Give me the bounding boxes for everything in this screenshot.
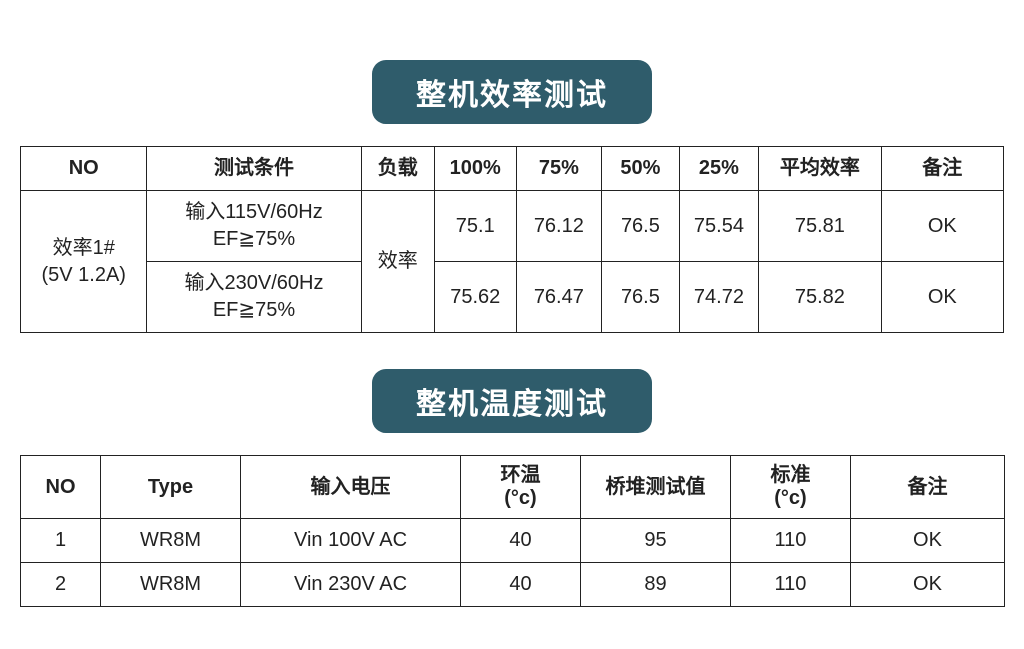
std-l1: 标准: [771, 464, 811, 486]
page: 整机效率测试 NO 测试条件 负载 100% 75% 50% 25% 平均效率 …: [0, 0, 1024, 607]
cell-condition: 输入230V/60Hz EF≧75%: [147, 262, 361, 333]
table-row: 效率1# (5V 1.2A) 输入115V/60Hz EF≧75% 效率 75.…: [21, 191, 1004, 262]
cell-75: 76.12: [516, 191, 602, 262]
cond-line2: EF≧75%: [213, 299, 295, 321]
std-l2: (°c): [735, 487, 846, 510]
cell-std: 110: [731, 519, 851, 563]
col-75: 75%: [516, 147, 602, 191]
no-line1: 效率1#: [53, 237, 115, 259]
cell-note: OK: [881, 191, 1003, 262]
cell-note: OK: [851, 563, 1005, 607]
cell-no-group: 效率1# (5V 1.2A): [21, 191, 147, 333]
cond-line2: EF≧75%: [213, 228, 295, 250]
table-header-row: NO Type 输入电压 环温 (°c) 桥堆测试值 标准 (°c) 备注: [21, 456, 1005, 519]
cell-note: OK: [851, 519, 1005, 563]
temperature-table: NO Type 输入电压 环温 (°c) 桥堆测试值 标准 (°c) 备注 1 …: [20, 455, 1005, 607]
cell-bridge: 95: [581, 519, 731, 563]
ambient-l1: 环温: [501, 464, 541, 486]
col-condition: 测试条件: [147, 147, 361, 191]
temperature-title-pill: 整机温度测试: [372, 369, 652, 433]
cell-ambient: 40: [461, 563, 581, 607]
cell-100: 75.1: [434, 191, 516, 262]
cell-std: 110: [731, 563, 851, 607]
cell-no: 2: [21, 563, 101, 607]
efficiency-title-pill: 整机效率测试: [372, 60, 652, 124]
col-25: 25%: [679, 147, 759, 191]
cell-75: 76.47: [516, 262, 602, 333]
cell-100: 75.62: [434, 262, 516, 333]
cell-50: 76.5: [602, 191, 679, 262]
col-100: 100%: [434, 147, 516, 191]
cell-25: 75.54: [679, 191, 759, 262]
col-50: 50%: [602, 147, 679, 191]
ambient-l2: (°c): [465, 487, 576, 510]
col-ambient: 环温 (°c): [461, 456, 581, 519]
no-line2: (5V 1.2A): [41, 264, 125, 286]
cell-avg: 75.82: [759, 262, 881, 333]
col-vin: 输入电压: [241, 456, 461, 519]
col-no: NO: [21, 456, 101, 519]
cond-line1: 输入230V/60Hz: [185, 272, 324, 294]
cell-bridge: 89: [581, 563, 731, 607]
col-bridge: 桥堆测试值: [581, 456, 731, 519]
efficiency-table: NO 测试条件 负载 100% 75% 50% 25% 平均效率 备注 效率1#…: [20, 146, 1004, 333]
cond-line1: 输入115V/60Hz: [185, 201, 322, 223]
cell-ambient: 40: [461, 519, 581, 563]
table-row: 输入230V/60Hz EF≧75% 75.62 76.47 76.5 74.7…: [21, 262, 1004, 333]
col-note: 备注: [851, 456, 1005, 519]
cell-vin: Vin 230V AC: [241, 563, 461, 607]
col-note: 备注: [881, 147, 1003, 191]
cell-note: OK: [881, 262, 1003, 333]
cell-type: WR8M: [101, 519, 241, 563]
cell-type: WR8M: [101, 563, 241, 607]
col-type: Type: [101, 456, 241, 519]
cell-50: 76.5: [602, 262, 679, 333]
table-row: 2 WR8M Vin 230V AC 40 89 110 OK: [21, 563, 1005, 607]
cell-condition: 输入115V/60Hz EF≧75%: [147, 191, 361, 262]
cell-load-label: 效率: [361, 191, 434, 333]
col-avg: 平均效率: [759, 147, 881, 191]
table-header-row: NO 测试条件 负载 100% 75% 50% 25% 平均效率 备注: [21, 147, 1004, 191]
cell-avg: 75.81: [759, 191, 881, 262]
col-std: 标准 (°c): [731, 456, 851, 519]
col-load: 负载: [361, 147, 434, 191]
table-row: 1 WR8M Vin 100V AC 40 95 110 OK: [21, 519, 1005, 563]
cell-no: 1: [21, 519, 101, 563]
cell-vin: Vin 100V AC: [241, 519, 461, 563]
col-no: NO: [21, 147, 147, 191]
cell-25: 74.72: [679, 262, 759, 333]
